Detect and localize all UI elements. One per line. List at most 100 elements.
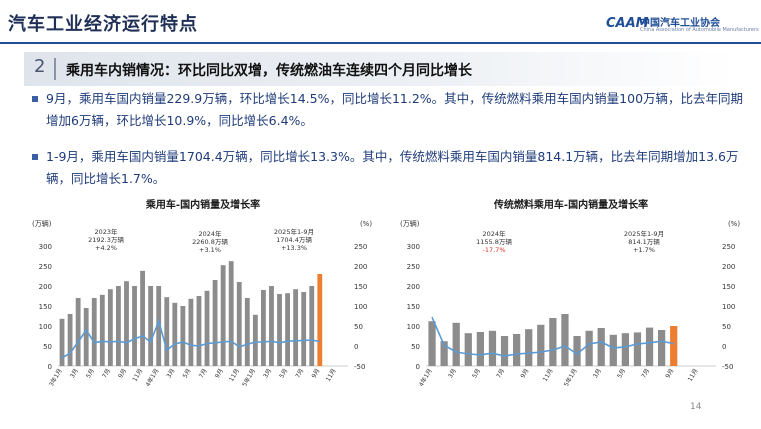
sales-bar: [116, 286, 121, 366]
association-logo: CAAM 中国汽车工业协会 China Association of Autom…: [606, 12, 759, 38]
x-tick-label: 7月: [640, 368, 651, 380]
right-tick-label: 50: [722, 323, 731, 331]
x-tick-label: 11月: [228, 368, 241, 383]
traditional-fuel-sales-chart: 传统燃料乘用车-国内销量及增长率 (万辆) (%) 300 250 200 150 100 50…: [400, 198, 740, 386]
logo-subtitle: China Association of Automobile Manufact…: [640, 27, 759, 33]
page-number: 14: [690, 402, 702, 412]
page-title: 汽车工业经济运行特点: [8, 14, 198, 35]
chart-annotation: +13.3%: [281, 244, 307, 252]
sales-bar: [537, 324, 545, 366]
chart-annotation: 2024年: [482, 229, 506, 238]
x-tick-label: 5月: [278, 368, 289, 380]
sales-bar: [293, 289, 299, 366]
left-tick-label: 250: [39, 263, 52, 271]
x-tick-label: 7月: [101, 368, 112, 380]
left-axis-unit: (万辆): [400, 219, 420, 228]
x-tick-label: 5月: [85, 368, 96, 380]
sales-bar: [228, 261, 234, 366]
chart-annotation: +3.1%: [199, 246, 221, 254]
growth-rate-line: [431, 316, 674, 357]
sales-bar: [244, 298, 250, 366]
x-tick-label: 7月: [294, 368, 305, 380]
x-tick-label: 2023年1月: [41, 367, 63, 386]
bullet-ytd-text: 1-9月，乘用车国内销量1704.4万辆，同比增长13.3%。其中，传统燃料乘用…: [46, 149, 739, 186]
left-tick-label: 200: [39, 283, 52, 291]
sales-bar: [212, 280, 218, 366]
sales-bar: [67, 314, 73, 366]
x-tick-label: 3月: [166, 368, 177, 380]
sales-bar: [285, 293, 290, 366]
sales-bar: [633, 332, 642, 366]
right-tick-label: -50: [354, 363, 365, 371]
x-tick-label: 5月: [616, 368, 627, 380]
x-tick-label: 11月: [542, 368, 555, 383]
sales-bar: [621, 333, 629, 366]
sales-bar: [317, 274, 323, 366]
x-tick-label: 9月: [519, 368, 530, 380]
chart-annotation: 2025年1-9月: [624, 229, 664, 238]
sales-bar: [59, 318, 65, 366]
left-tick-label: 100: [407, 323, 420, 331]
right-tick-label: 50: [354, 323, 363, 331]
section-title: 乘用车内销情况：环比同比双增，传统燃油车连续四个月同比增长: [66, 63, 472, 79]
logo-text: 中国汽车工业协会: [640, 18, 720, 29]
logo-mark-icon: CAAM: [606, 16, 649, 31]
sales-bar: [488, 330, 497, 366]
sales-bar: [440, 341, 448, 366]
page-header: 汽车工业经济运行特点 CAAM 中国汽车工业协会 China Associati…: [0, 0, 761, 44]
chart-annotation: +4.2%: [95, 244, 117, 252]
sales-bar: [156, 286, 162, 366]
sales-bar: [513, 334, 521, 366]
x-tick-label: 3月: [69, 368, 80, 380]
sales-bar: [464, 333, 472, 366]
left-tick-label: 50: [43, 343, 52, 351]
sales-bar: [452, 322, 460, 366]
section-number: 2: [34, 56, 46, 77]
right-axis-unit: (%): [728, 220, 740, 228]
header-divider: [0, 42, 761, 44]
chart-annotation: 814.1万辆: [628, 237, 660, 246]
sales-bar: [236, 282, 242, 366]
bullet-monthly-text: 9月，乘用车国内销量229.9万辆，环比增长14.5%，同比增长11.2%。其中…: [46, 91, 744, 128]
left-tick-label: 50: [411, 343, 420, 351]
bullet-square-icon: [32, 96, 38, 102]
bullet-ytd: 1-9月，乘用车国内销量1704.4万辆，同比增长13.3%。其中，传统燃料乘用…: [32, 146, 752, 192]
x-tick-label: 7月: [198, 368, 209, 380]
bullet-monthly: 9月，乘用车国内销量229.9万辆，环比增长14.5%，同比增长11.2%。其中…: [32, 88, 752, 134]
sales-bar: [261, 290, 266, 366]
sales-bar: [309, 286, 315, 366]
sales-bar: [428, 321, 436, 366]
chart-title: 传统燃料乘用车-国内销量及增长率: [493, 198, 648, 211]
sales-bar: [164, 297, 170, 366]
x-tick-label: 9月: [214, 368, 225, 380]
left-axis-unit: (万辆): [32, 219, 52, 228]
left-tick-label: 0: [416, 363, 420, 371]
sales-bar: [148, 286, 154, 366]
sales-bar: [301, 292, 307, 366]
sales-bar: [99, 294, 105, 366]
left-tick-label: 150: [39, 303, 52, 311]
right-tick-label: 200: [722, 263, 735, 271]
growth-rate-line: [61, 318, 320, 359]
sales-bar: [252, 314, 258, 366]
sales-bar: [91, 298, 97, 366]
chart-annotation: 1704.4万辆: [276, 235, 312, 244]
x-tick-label: 11月: [325, 368, 338, 383]
left-tick-label: 200: [407, 283, 420, 291]
chart-annotation: 2192.3万辆: [88, 235, 124, 244]
sales-bar: [573, 336, 581, 366]
x-tick-label: 3月: [262, 368, 273, 380]
x-tick-label: 11月: [131, 368, 144, 383]
chart-annotation: 2260.8万辆: [192, 237, 228, 246]
sales-bar: [107, 289, 113, 366]
sales-bar: [180, 306, 186, 366]
sales-bar: [204, 290, 210, 366]
x-tick-label: 2025年1月: [556, 367, 578, 386]
x-tick-label: 5月: [182, 368, 193, 380]
x-tick-label: 9月: [311, 368, 322, 380]
sales-bar: [196, 296, 202, 366]
sales-bar: [124, 281, 129, 366]
left-tick-label: 300: [407, 243, 420, 251]
x-tick-label: 3月: [592, 368, 603, 380]
right-axis-unit: (%): [360, 220, 372, 228]
